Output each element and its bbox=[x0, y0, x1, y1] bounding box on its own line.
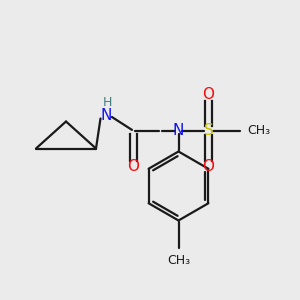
Text: CH₃: CH₃ bbox=[167, 254, 190, 266]
Text: N: N bbox=[101, 108, 112, 123]
Text: N: N bbox=[173, 123, 184, 138]
Text: O: O bbox=[202, 159, 214, 174]
Text: CH₃: CH₃ bbox=[248, 124, 271, 137]
Text: S: S bbox=[204, 123, 213, 138]
Text: H: H bbox=[102, 96, 112, 110]
Text: O: O bbox=[128, 159, 140, 174]
Text: O: O bbox=[202, 87, 214, 102]
